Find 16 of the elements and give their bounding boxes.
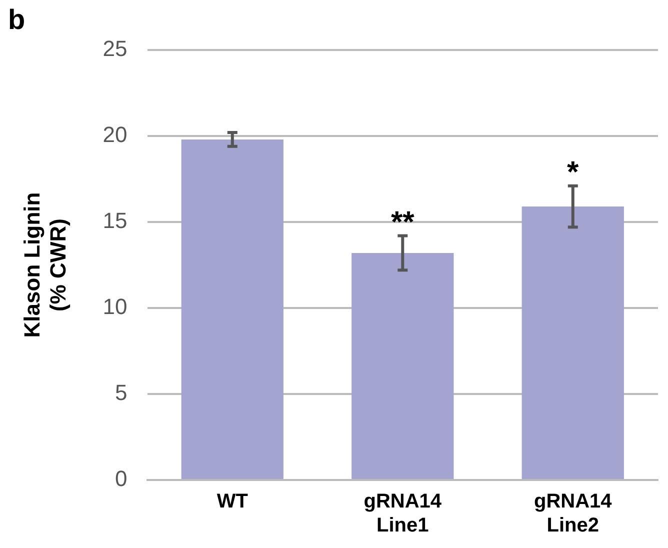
bar bbox=[352, 252, 454, 479]
y-tick-label: 5 bbox=[115, 380, 128, 406]
bar bbox=[522, 206, 624, 479]
y-tick-label: 0 bbox=[115, 466, 128, 492]
bar bbox=[181, 139, 284, 479]
y-axis-title: Klason Lignin (% CWR) bbox=[19, 192, 71, 338]
annotation: * bbox=[567, 156, 580, 189]
x-tick-label: gRNA14 Line1 bbox=[364, 490, 442, 537]
y-tick-label: 25 bbox=[102, 36, 128, 62]
annotation: ** bbox=[390, 206, 415, 239]
y-tick-label: 20 bbox=[102, 122, 128, 148]
y-tick-label: 10 bbox=[102, 294, 128, 320]
y-tick-label: 15 bbox=[102, 208, 128, 234]
x-tick-label: gRNA14 Line2 bbox=[534, 490, 613, 537]
x-tick-label: WT bbox=[216, 490, 248, 513]
text: b bbox=[8, 4, 26, 36]
